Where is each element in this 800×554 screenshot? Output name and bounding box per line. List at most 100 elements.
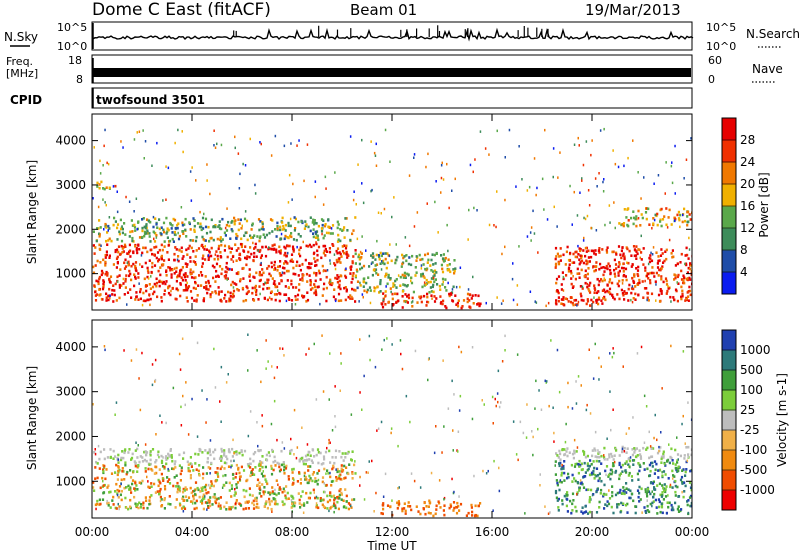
power-cell bbox=[504, 156, 506, 159]
power-cell bbox=[144, 140, 147, 143]
power-cell bbox=[185, 286, 188, 289]
velocity-cell bbox=[117, 466, 120, 469]
velocity-cell bbox=[245, 479, 248, 483]
power-cell bbox=[180, 206, 183, 209]
velocity-cell bbox=[165, 421, 167, 425]
power-cell bbox=[112, 284, 115, 287]
velocity-cell bbox=[210, 480, 213, 483]
power-cell bbox=[292, 248, 295, 251]
power-cell bbox=[189, 272, 192, 276]
power-cell bbox=[118, 286, 121, 289]
velocity-cell bbox=[313, 491, 315, 494]
velocity-cell bbox=[103, 457, 106, 461]
velocity-cell bbox=[205, 421, 207, 424]
power-cell bbox=[242, 299, 245, 303]
power-cell bbox=[138, 130, 141, 133]
velocity-cell bbox=[127, 451, 130, 454]
power-cell bbox=[653, 218, 656, 222]
power-cell bbox=[146, 269, 150, 272]
power-cell bbox=[298, 288, 301, 292]
velocity-cell bbox=[120, 478, 123, 482]
power-cell bbox=[98, 232, 101, 236]
velocity-cell bbox=[451, 477, 453, 481]
velocity-cell bbox=[679, 454, 682, 458]
power-cell bbox=[237, 289, 240, 292]
power-cell bbox=[94, 246, 97, 249]
velocity-cell bbox=[381, 348, 383, 351]
power-cell bbox=[343, 226, 346, 229]
power-cell bbox=[426, 295, 429, 299]
power-cell bbox=[590, 298, 593, 302]
power-cell bbox=[284, 251, 287, 255]
velocity-cell bbox=[173, 462, 176, 466]
velocity-cell bbox=[273, 502, 277, 506]
velocity-cell bbox=[624, 503, 628, 507]
power-cell bbox=[203, 248, 206, 251]
velocity-cell bbox=[380, 512, 383, 515]
power-cell bbox=[118, 253, 122, 256]
velocity-cell bbox=[611, 471, 614, 474]
power-cell bbox=[176, 275, 179, 279]
velocity-cell bbox=[587, 488, 590, 491]
velocity-cell bbox=[483, 403, 485, 406]
velocity-cell bbox=[643, 441, 646, 444]
power-cell bbox=[116, 275, 119, 279]
velocity-cell bbox=[176, 481, 179, 485]
power-cell bbox=[135, 269, 138, 273]
power-cell bbox=[623, 208, 626, 211]
velocity-cell bbox=[329, 352, 331, 355]
power-cell bbox=[608, 278, 612, 281]
velocity-cell bbox=[116, 493, 119, 497]
velocity-cell bbox=[322, 462, 325, 465]
power-cell bbox=[297, 298, 299, 301]
power-cell bbox=[190, 296, 194, 300]
power-cell bbox=[404, 300, 407, 304]
velocity-cell bbox=[135, 504, 138, 508]
power-cell bbox=[193, 219, 196, 222]
velocity-cell bbox=[453, 506, 456, 510]
velocity-cell bbox=[235, 463, 238, 467]
power-cell bbox=[385, 272, 388, 276]
velocity-cell bbox=[275, 479, 278, 482]
velocity-cell bbox=[278, 462, 281, 466]
power-cell bbox=[462, 299, 466, 302]
power-cell bbox=[249, 234, 252, 238]
velocity-cell bbox=[470, 506, 473, 509]
power-cell bbox=[96, 227, 99, 230]
velocity-cell bbox=[196, 486, 199, 490]
power-cell bbox=[358, 258, 361, 261]
power-cell bbox=[638, 281, 641, 285]
velocity-cell bbox=[303, 471, 306, 475]
velocity-cell bbox=[194, 481, 198, 484]
velocity-cell bbox=[607, 473, 611, 477]
velocity-cell bbox=[635, 447, 638, 450]
power-cell bbox=[586, 272, 589, 276]
power-cell bbox=[425, 278, 428, 282]
power-cell bbox=[674, 219, 676, 222]
power-cell bbox=[141, 229, 144, 233]
velocity-cell bbox=[585, 408, 588, 412]
power-cell bbox=[104, 128, 106, 132]
station-title: Dome C East (fitACF) bbox=[92, 0, 271, 20]
velocity-cell bbox=[260, 495, 263, 498]
power-cell bbox=[425, 268, 428, 272]
power-cell bbox=[415, 255, 418, 258]
power-cell bbox=[107, 298, 110, 302]
velocity-cell bbox=[332, 464, 335, 468]
power-cell bbox=[383, 207, 386, 211]
velocity-cell bbox=[465, 514, 468, 517]
power-cell bbox=[337, 299, 340, 303]
velocity-cell bbox=[306, 501, 309, 504]
power-cell bbox=[122, 250, 125, 253]
power-cell bbox=[165, 232, 168, 235]
colorbar-segment bbox=[722, 162, 736, 185]
power-cell bbox=[235, 272, 238, 275]
power-cell bbox=[632, 281, 636, 284]
velocity-cell bbox=[650, 461, 653, 465]
power-cell bbox=[92, 271, 96, 275]
power-cell bbox=[518, 145, 520, 148]
velocity-cell bbox=[682, 350, 685, 353]
power-cell bbox=[155, 234, 158, 237]
power-cell bbox=[156, 226, 159, 229]
velocity-cell bbox=[162, 477, 165, 481]
